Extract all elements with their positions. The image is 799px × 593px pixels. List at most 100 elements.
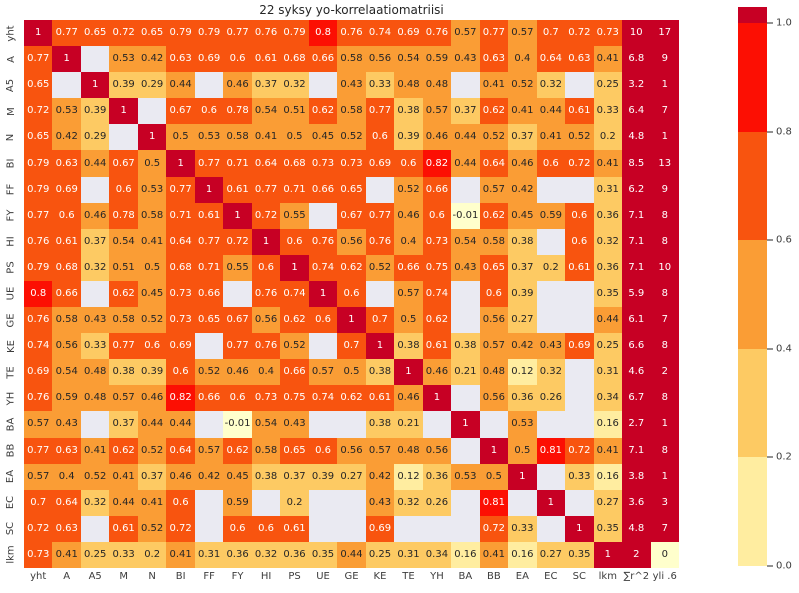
matrix-cell: 0.2 bbox=[280, 489, 309, 516]
matrix-cell: 0.77 bbox=[194, 228, 224, 255]
matrix-cell: 2 bbox=[650, 359, 679, 386]
matrix-cell: 8 bbox=[650, 333, 679, 360]
matrix-cell: 1 bbox=[365, 333, 395, 360]
matrix-cell: 2 bbox=[622, 541, 651, 568]
x-tick-label: PS bbox=[288, 571, 301, 582]
matrix-cell: 0.77 bbox=[24, 46, 53, 73]
matrix-cell: 0.46 bbox=[508, 150, 537, 177]
matrix-cell: 0.72 bbox=[251, 202, 281, 229]
matrix-cell: 0.52 bbox=[565, 124, 594, 151]
x-tick-label: BI bbox=[175, 571, 186, 582]
colorbar-tick: 0.8 bbox=[767, 126, 792, 137]
matrix-cell: 0.57 bbox=[308, 359, 338, 386]
matrix-cell: 0.57 bbox=[394, 280, 423, 308]
matrix-cell: 0.6 bbox=[536, 150, 566, 177]
y-tick-label: TE bbox=[5, 366, 17, 379]
matrix-cell: 0.7 bbox=[337, 333, 366, 360]
correlation-heatmap: 1 0.77 0.65 0.72 0.65 0.79 0.79 0.77 0.76 0.79 0.8… bbox=[24, 20, 679, 568]
matrix-cell: 3.2 bbox=[622, 72, 651, 99]
matrix-cell bbox=[565, 176, 594, 203]
matrix-cell: 0.7 bbox=[365, 307, 395, 334]
y-tick-label: EA bbox=[5, 470, 17, 484]
matrix-cell: 0.58 bbox=[479, 228, 509, 255]
matrix-cell: 1 bbox=[52, 46, 81, 73]
matrix-cell: 0.31 bbox=[194, 541, 224, 568]
matrix-cell: 0.61 bbox=[565, 254, 594, 281]
matrix-cell: 0.6 bbox=[251, 254, 281, 281]
matrix-cell: 0.32 bbox=[536, 359, 566, 386]
matrix-cell: 0.41 bbox=[536, 124, 566, 151]
matrix-cell: 0.59 bbox=[52, 385, 81, 412]
matrix-cell: 0.76 bbox=[251, 280, 281, 308]
matrix-cell: 0.79 bbox=[166, 20, 195, 47]
y-tick-label: N bbox=[5, 133, 17, 142]
matrix-cell: 0.33 bbox=[80, 333, 110, 360]
matrix-cell: 1 bbox=[650, 72, 679, 99]
matrix-cell: 0.38 bbox=[365, 411, 395, 438]
matrix-cell: 0.36 bbox=[280, 541, 309, 568]
matrix-cell bbox=[565, 307, 594, 334]
matrix-cell: 0.79 bbox=[24, 150, 53, 177]
matrix-cell bbox=[194, 489, 224, 516]
matrix-cell: 0.76 bbox=[251, 333, 281, 360]
matrix-cell bbox=[194, 72, 224, 99]
matrix-cell: 0.52 bbox=[508, 72, 537, 99]
matrix-cell: 0.6 bbox=[251, 515, 281, 542]
matrix-cell: 0.76 bbox=[251, 20, 281, 47]
matrix-cell: 0.41 bbox=[593, 150, 623, 177]
matrix-cell: 0.71 bbox=[280, 176, 309, 203]
matrix-cell: 0.44 bbox=[536, 98, 566, 125]
matrix-cell: 0.35 bbox=[308, 541, 338, 568]
matrix-cell: 0.74 bbox=[422, 280, 452, 308]
y-tick-label: SC bbox=[5, 522, 17, 536]
x-tick-label: YH bbox=[430, 571, 444, 582]
matrix-cell: 0.69 bbox=[166, 333, 195, 360]
matrix-cell: 0.62 bbox=[280, 307, 309, 334]
x-tick-label: A5 bbox=[88, 571, 102, 582]
matrix-cell: 0.27 bbox=[536, 541, 566, 568]
x-tick-label: M bbox=[119, 571, 128, 582]
matrix-cell bbox=[565, 280, 594, 308]
matrix-cell bbox=[451, 515, 480, 542]
matrix-cell: 0.65 bbox=[280, 437, 309, 464]
tick-mark bbox=[767, 22, 773, 24]
tick-label: 0.4 bbox=[776, 343, 792, 355]
matrix-cell: 0.65 bbox=[194, 307, 224, 334]
matrix-cell: 0.6 bbox=[223, 46, 252, 73]
matrix-cell: 0.58 bbox=[251, 437, 281, 464]
matrix-cell: 0.45 bbox=[308, 124, 338, 151]
matrix-cell: -0.01 bbox=[451, 202, 480, 229]
matrix-cell: 0.55 bbox=[280, 202, 309, 229]
matrix-cell: 0.6 bbox=[565, 228, 594, 255]
matrix-cell: 7 bbox=[650, 307, 679, 334]
y-tick-label: YH bbox=[5, 391, 17, 406]
matrix-cell: 1 bbox=[166, 150, 195, 177]
matrix-cell: 0.6 bbox=[223, 385, 252, 412]
matrix-cell bbox=[565, 411, 594, 438]
tick-label: 0.2 bbox=[776, 451, 792, 463]
matrix-cell: 0.45 bbox=[223, 463, 252, 490]
matrix-cell bbox=[565, 359, 594, 386]
matrix-cell: 0.82 bbox=[166, 385, 195, 412]
matrix-cell: 0.57 bbox=[451, 20, 480, 47]
matrix-cell: 0.61 bbox=[565, 98, 594, 125]
matrix-cell: 0.4 bbox=[508, 46, 537, 73]
matrix-cell: 5.9 bbox=[622, 280, 651, 308]
matrix-cell: 0.25 bbox=[593, 333, 623, 360]
matrix-cell bbox=[308, 515, 338, 542]
matrix-cell: 0.37 bbox=[508, 254, 537, 281]
matrix-cell: 0.81 bbox=[536, 437, 566, 464]
matrix-cell: 0.48 bbox=[80, 385, 110, 412]
matrix-cell: 0.52 bbox=[479, 124, 509, 151]
matrix-cell: 0.66 bbox=[194, 385, 224, 412]
colorbar-tick: 1.0 bbox=[767, 18, 792, 29]
matrix-cell: 0.5 bbox=[394, 307, 423, 334]
matrix-cell: 0.59 bbox=[223, 489, 252, 516]
matrix-cell: 0.63 bbox=[479, 46, 509, 73]
matrix-cell: 1 bbox=[650, 124, 679, 151]
matrix-cell: 8 bbox=[650, 228, 679, 255]
matrix-cell: 0.68 bbox=[280, 150, 309, 177]
matrix-cell bbox=[422, 411, 452, 438]
matrix-cell: 0.53 bbox=[194, 124, 224, 151]
matrix-cell: 0.63 bbox=[166, 46, 195, 73]
